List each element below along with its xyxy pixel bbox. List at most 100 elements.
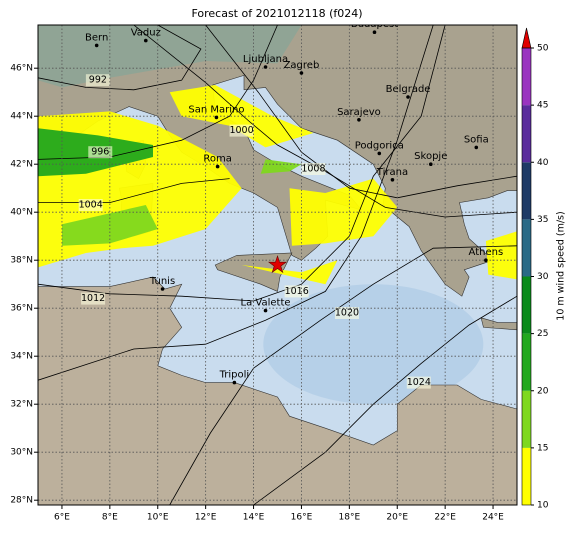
colorbar-segment [522,333,531,391]
city-label: San Marino [188,104,244,115]
isobar-label-bg [301,163,326,175]
wind-area [260,159,302,174]
y-tick-label: 32°N [10,400,33,410]
colorbar-segment [522,276,531,334]
x-tick-label: 18°E [339,513,361,523]
isobar-label-bg [81,292,106,305]
city-marker [428,162,433,166]
isobar-label: 1012 [81,293,105,304]
city-marker [94,43,99,48]
isobar-label-bg [406,376,431,389]
isobar [38,25,434,381]
city-marker [372,30,377,34]
city-label: La Valette [241,298,291,309]
city-marker [390,178,395,182]
city-label: Vaduz [131,28,161,39]
isobar-label-bg [78,199,103,211]
isobar-label-bg [284,285,309,298]
x-tick-label: 16°E [291,513,313,523]
y-tick-label: 34°N [10,352,33,362]
colorbar-tick-label: 35 [537,215,548,225]
city-label: Bern [85,32,108,43]
y-tick-label: 30°N [10,448,33,458]
colorbar-tick-label: 20 [537,386,549,396]
map-frame [37,24,518,506]
y-tick-label: 40°N [10,208,33,218]
isobar-label-bg [334,307,359,319]
land [480,317,517,331]
x-tick-label: 12°E [195,513,217,523]
sea-deep [263,284,484,405]
isobar-label: 1016 [285,286,309,297]
map-title: Forecast of 2021012118 (f024) [191,7,362,20]
colorbar-label: 10 m wind speed (m/s) [556,211,567,320]
city-label: Sarajevo [337,107,381,118]
x-tick-label: 6°E [54,513,70,523]
colorbar-segment [522,162,531,220]
colorbar-extend [521,27,532,49]
city-label: Ljubljana [243,54,288,65]
city-marker [160,287,165,291]
isobar-label-bg [229,124,254,137]
x-tick-label: 14°E [243,513,265,523]
city-label: Tirana [376,167,408,178]
isobar-label: 1008 [301,164,325,175]
colorbar-tick-label: 15 [537,443,548,453]
colorbar-tick-label: 30 [537,272,549,282]
y-tick-label: 28°N [10,496,33,506]
colorbar-tick-label: 10 [537,501,549,511]
x-tick-label: 22°E [434,513,456,523]
y-tick-label: 44°N [10,112,33,122]
map-area: 992 996 1000 1004 1008 1012 1016 1020 1024 Bern Va… [38,25,517,505]
city-label: Skopje [414,151,447,162]
city-label: Tunis [149,276,175,287]
isobar [38,178,230,204]
isobar-label-bg [85,74,110,87]
colorbar-segment [522,105,531,163]
city-label: Athens [469,247,504,258]
isobar-label: 1000 [229,125,253,136]
city-label: Roma [203,154,232,165]
y-tick-label: 38°N [10,256,33,266]
city-label: Tripoli [219,370,250,381]
isobar [169,245,517,505]
city-marker [357,118,361,122]
location-star [267,255,288,274]
city-marker [143,38,148,43]
colorbar-tick-label: 45 [537,101,548,111]
isobar-label-bg [88,146,113,159]
colorbar-segment [522,219,531,277]
city-marker [406,95,410,99]
y-tick-label: 36°N [10,304,33,314]
city-label: Zagreb [284,60,320,71]
isobar-label: 1004 [79,200,103,211]
city-label: Podgorica [355,140,404,151]
x-tick-label: 20°E [386,513,408,523]
city-marker [214,115,219,120]
isobar-label: 992 [89,75,107,86]
city-label: Belgrade [386,84,431,95]
isobar-label: 1020 [335,308,359,319]
city-marker [484,258,488,263]
colorbar-segment [522,390,531,448]
isobar [205,25,517,199]
colorbar-segment [522,48,531,106]
colorbar-segment [522,447,531,505]
y-tick-label: 42°N [10,160,33,170]
city-marker [474,145,479,150]
colorbar-tick-label: 50 [537,44,549,54]
city-marker [377,151,382,156]
colorbar-tick-label: 25 [537,329,548,339]
isobar-label: 996 [91,147,109,158]
x-tick-label: 8°E [102,513,118,523]
city-marker [299,71,304,75]
colorbar-tick-label: 40 [537,158,549,168]
city-marker [263,308,268,313]
wind-area [241,260,338,285]
isobar [253,295,517,505]
city-marker [232,380,237,385]
x-tick-label: 24°E [482,513,504,523]
city-marker [215,164,220,169]
isobar-label: 1024 [407,377,431,388]
